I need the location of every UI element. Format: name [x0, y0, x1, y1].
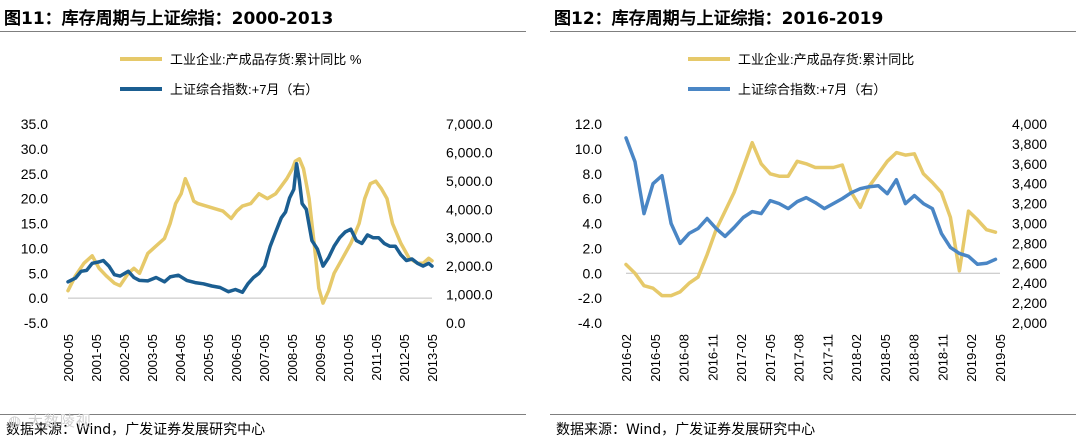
x-tick-label: 2017-11	[820, 334, 835, 381]
y-right-tick-label: 2,400	[1012, 275, 1047, 291]
x-tick-label: 2001-05	[89, 334, 104, 382]
y-right-tick-label: 2,600	[1012, 255, 1047, 271]
y-left-tick-label: 10.0	[21, 240, 48, 256]
x-tick-label: 2007-05	[257, 334, 272, 382]
x-tick-label: 2011-05	[369, 334, 384, 381]
chart-title: 图12：库存周期与上证综指：2016-2019	[554, 9, 884, 29]
source-rule	[550, 414, 1076, 415]
title-rule	[550, 31, 1076, 32]
x-tick-label: 2010-05	[341, 334, 356, 382]
y-right-tick-label: 4,000.0	[446, 201, 493, 217]
index-series-line	[66, 162, 434, 295]
index-series-line	[624, 136, 998, 267]
chart-title: 图11：库存周期与上证综指：2000-2013	[4, 9, 334, 29]
y-right-tick-label: 3,200	[1012, 196, 1047, 212]
x-tick-label: 2013-05	[425, 334, 440, 382]
x-tick-label: 2019-02	[964, 334, 979, 382]
y-left-tick-label: 5.0	[29, 265, 49, 281]
inventory-series-line	[66, 157, 434, 305]
x-tick-label: 2016-05	[648, 334, 663, 382]
inventory-series-line	[624, 140, 998, 298]
y-left-tick-label: -2.0	[578, 290, 602, 306]
y-left-tick-label: 12.0	[575, 116, 602, 132]
legend-label: 工业企业:产成品存货:累计同比	[738, 52, 914, 67]
x-tick-label: 2018-05	[878, 334, 893, 382]
chart-panel-1: 图11：库存周期与上证综指：2000-2013 -5.0 0.0 5.0 10.0 15…	[0, 0, 530, 443]
x-tick-label: 2018-08	[907, 334, 922, 382]
y-right-tick-label: 3,600	[1012, 156, 1047, 172]
y-left-tick-label: 10.0	[575, 141, 602, 157]
x-tick-label: 2003-05	[145, 334, 160, 382]
y-right-tick-label: 2,000.0	[446, 258, 493, 274]
x-tick-label: 2016-02	[619, 334, 634, 382]
y-left-tick-label: 25.0	[21, 166, 48, 182]
x-tick-label: 2005-05	[201, 334, 216, 382]
x-tick-label: 2000-05	[61, 334, 76, 382]
chart-panel-2: 图12：库存周期与上证综指：2016-2019 -4.0 -2.0 0.0 2.0 4.…	[550, 0, 1080, 443]
x-tick-label: 2008-05	[285, 334, 300, 382]
y-right-tick-label: 5,000.0	[446, 173, 493, 189]
title-rule	[0, 31, 526, 32]
x-tick-label: 2012-05	[397, 334, 412, 382]
y-right-tick-label: 4,000	[1012, 116, 1047, 132]
watermark-logo: ◍ 大数陵视	[8, 412, 92, 430]
source-rule	[0, 414, 526, 415]
source-note: 数据来源：Wind，广发证券发展研究中心	[556, 422, 816, 438]
legend-label: 上证综合指数:+7月（右）	[170, 82, 318, 97]
x-tick-label: 2017-02	[734, 334, 749, 382]
y-left-tick-label: 6.0	[583, 191, 603, 207]
y-right-tick-label: 2,800	[1012, 235, 1047, 251]
x-tick-label: 2009-05	[313, 334, 328, 382]
y-right-tick-label: 2,200	[1012, 295, 1047, 311]
y-right-tick-label: 6,000.0	[446, 144, 493, 160]
x-tick-label: 2006-05	[229, 334, 244, 382]
y-right-tick-label: 7,000.0	[446, 116, 493, 132]
y-left-tick-label: 0.0	[29, 290, 49, 306]
x-tick-label: 2002-05	[117, 334, 132, 382]
chart-plot: -5.0 0.0 5.0 10.0 15.0 20.0 25.0 30.0 35.0 0.0 1,0…	[21, 52, 493, 382]
y-right-tick-label: 2,000	[1012, 315, 1047, 331]
x-tick-label: 2017-08	[792, 334, 807, 382]
y-right-tick-label: 0.0	[446, 315, 466, 331]
y-right-tick-label: 3,800	[1012, 136, 1047, 152]
x-tick-label: 2016-08	[677, 334, 692, 382]
x-tick-label: 2018-02	[849, 334, 864, 382]
x-tick-label: 2016-11	[705, 334, 720, 381]
y-right-tick-label: 3,000	[1012, 216, 1047, 232]
chart-plot: -4.0 -2.0 0.0 2.0 4.0 6.0 8.0 10.0 12.0 2,000 2,20…	[575, 52, 1047, 382]
y-left-tick-label: -5.0	[24, 315, 48, 331]
legend-label: 工业企业:产成品存货:累计同比 %	[170, 52, 362, 67]
y-left-tick-label: 30.0	[21, 141, 48, 157]
y-right-tick-label: 1,000.0	[446, 287, 493, 303]
source-note: 数据来源：Wind，广发证券发展研究中心	[6, 422, 266, 438]
y-left-tick-label: 8.0	[583, 166, 603, 182]
x-tick-label: 2004-05	[173, 334, 188, 382]
y-left-tick-label: 0.0	[583, 265, 603, 281]
y-right-tick-label: 3,000.0	[446, 230, 493, 246]
y-left-tick-label: 35.0	[21, 116, 48, 132]
y-left-tick-label: 4.0	[583, 216, 603, 232]
y-left-tick-label: -4.0	[578, 315, 602, 331]
y-left-tick-label: 20.0	[21, 191, 48, 207]
legend-label: 上证综合指数:+7月（右）	[738, 82, 886, 97]
y-left-tick-label: 15.0	[21, 216, 48, 232]
y-left-tick-label: 2.0	[583, 240, 603, 256]
x-tick-label: 2019-05	[993, 334, 1008, 382]
x-tick-label: 2018-11	[935, 334, 950, 381]
x-tick-label: 2017-05	[763, 334, 778, 382]
y-right-tick-label: 3,400	[1012, 176, 1047, 192]
